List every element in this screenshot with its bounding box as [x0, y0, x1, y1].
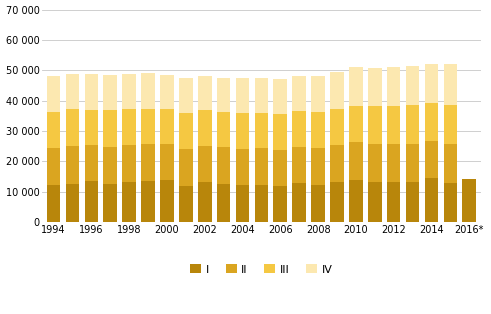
Bar — [66, 110, 79, 146]
Bar — [349, 106, 363, 142]
Bar — [198, 111, 212, 146]
Bar — [330, 109, 344, 145]
Bar — [47, 76, 60, 112]
Bar — [368, 106, 382, 144]
Bar — [368, 68, 382, 106]
Bar — [255, 148, 268, 185]
Bar — [273, 79, 287, 114]
Bar — [84, 181, 98, 222]
Bar — [198, 182, 212, 222]
Bar — [406, 66, 419, 105]
Bar — [406, 105, 419, 143]
Bar — [255, 78, 268, 113]
Bar — [311, 185, 325, 222]
Bar — [293, 183, 306, 222]
Bar — [47, 185, 60, 222]
Bar — [236, 149, 249, 185]
Bar — [217, 112, 230, 147]
Bar — [368, 144, 382, 182]
Bar — [217, 78, 230, 112]
Bar — [293, 111, 306, 147]
Bar — [66, 184, 79, 222]
Bar — [179, 186, 192, 222]
Bar — [179, 78, 192, 113]
Bar — [141, 73, 155, 109]
Bar — [311, 148, 325, 185]
Bar — [425, 178, 438, 222]
Bar — [160, 74, 174, 109]
Bar — [425, 141, 438, 178]
Bar — [349, 67, 363, 106]
Bar — [198, 76, 212, 111]
Bar — [311, 111, 325, 148]
Bar — [198, 146, 212, 182]
Bar — [255, 113, 268, 148]
Bar — [217, 184, 230, 222]
Bar — [387, 182, 401, 222]
Bar — [66, 74, 79, 110]
Bar — [236, 113, 249, 149]
Bar — [463, 179, 476, 222]
Bar — [84, 74, 98, 110]
Bar — [349, 142, 363, 180]
Bar — [104, 147, 117, 184]
Bar — [47, 148, 60, 185]
Bar — [122, 110, 136, 145]
Bar — [406, 182, 419, 222]
Bar — [160, 180, 174, 222]
Bar — [104, 184, 117, 222]
Bar — [273, 186, 287, 222]
Bar — [255, 185, 268, 222]
Bar — [273, 114, 287, 150]
Bar — [387, 106, 401, 143]
Bar — [330, 145, 344, 182]
Bar — [311, 76, 325, 111]
Bar — [104, 110, 117, 147]
Bar — [293, 147, 306, 183]
Bar — [349, 180, 363, 222]
Bar — [122, 145, 136, 182]
Bar — [122, 182, 136, 222]
Bar — [443, 64, 457, 105]
Bar — [443, 183, 457, 222]
Bar — [104, 75, 117, 110]
Bar — [84, 145, 98, 181]
Bar — [141, 144, 155, 181]
Bar — [84, 110, 98, 145]
Bar — [160, 109, 174, 144]
Bar — [273, 150, 287, 186]
Bar — [179, 149, 192, 186]
Bar — [387, 67, 401, 106]
Bar — [387, 143, 401, 182]
Legend: I, II, III, IV: I, II, III, IV — [186, 260, 337, 279]
Bar — [217, 147, 230, 184]
Bar — [425, 103, 438, 141]
Bar — [179, 113, 192, 149]
Bar — [293, 76, 306, 111]
Bar — [122, 74, 136, 110]
Bar — [141, 181, 155, 222]
Bar — [406, 143, 419, 182]
Bar — [160, 144, 174, 180]
Bar — [443, 105, 457, 144]
Bar — [236, 78, 249, 113]
Bar — [66, 146, 79, 184]
Bar — [330, 182, 344, 222]
Bar — [443, 144, 457, 183]
Bar — [368, 182, 382, 222]
Bar — [425, 64, 438, 103]
Bar — [141, 109, 155, 144]
Bar — [330, 72, 344, 109]
Bar — [47, 112, 60, 148]
Bar — [236, 185, 249, 222]
